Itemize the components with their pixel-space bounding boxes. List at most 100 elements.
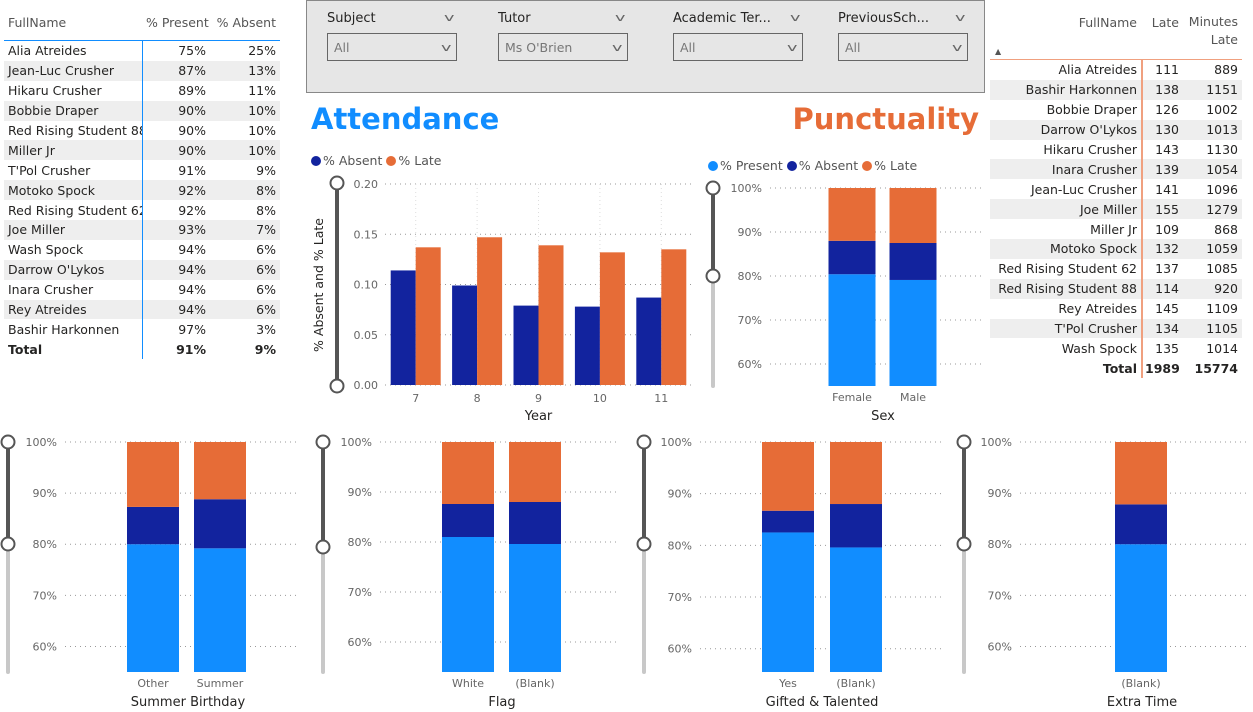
bar-segment-late[interactable] — [194, 442, 246, 500]
bar-segment-absent[interactable] — [889, 243, 937, 280]
bar-late[interactable] — [661, 249, 687, 385]
table-row[interactable]: Wash Spock 94% 6% — [4, 240, 280, 260]
table-row[interactable]: Motoko Spock 132 1059 — [990, 239, 1242, 259]
previous-school-dropdown[interactable]: All v — [838, 33, 968, 61]
table-row[interactable]: Bashir Harkonnen 138 1151 — [990, 79, 1242, 100]
slider-handle-min[interactable] — [315, 539, 331, 555]
table-row[interactable]: Inara Crusher 139 1054 — [990, 159, 1242, 180]
table-row[interactable]: Darrow O'Lykos 130 1013 — [990, 119, 1242, 140]
bar-segment-present[interactable] — [828, 274, 876, 386]
bar-segment-absent[interactable] — [509, 502, 561, 544]
chevron-down-icon[interactable]: v — [955, 11, 966, 24]
col-header-late[interactable]: Late — [1151, 15, 1179, 30]
subject-slicer[interactable]: Subject v All v — [327, 11, 457, 61]
bar-late[interactable] — [415, 247, 441, 385]
bar-segment-absent[interactable] — [830, 504, 882, 548]
chevron-down-icon[interactable]: v — [790, 11, 801, 24]
bar-late[interactable] — [599, 252, 625, 385]
slider-handle-min[interactable] — [329, 378, 345, 394]
slider-handle-max[interactable] — [315, 434, 331, 450]
bar-segment-late[interactable] — [828, 188, 876, 241]
bar-segment-absent[interactable] — [1115, 504, 1167, 545]
bar-segment-present[interactable] — [442, 537, 494, 672]
table-row[interactable]: Bobbie Draper 126 1002 — [990, 100, 1242, 120]
bar-segment-late[interactable] — [1115, 442, 1167, 505]
bar-segment-late[interactable] — [889, 188, 937, 243]
name-cell: Red Rising Student 88 — [998, 281, 1137, 297]
bar-segment-late[interactable] — [442, 442, 494, 504]
slider-handle-max[interactable] — [329, 175, 345, 191]
slider-handle-min[interactable] — [705, 268, 721, 284]
bar-absent[interactable] — [452, 285, 478, 385]
slider-handle-min[interactable] — [0, 536, 16, 552]
name-cell: T'Pol Crusher — [1054, 321, 1137, 337]
bar-segment-late[interactable] — [762, 442, 814, 511]
tutor-dropdown[interactable]: Ms O'Brien v — [498, 33, 628, 61]
bar-segment-absent[interactable] — [762, 510, 814, 533]
legend-absent[interactable]: % Absent — [786, 158, 858, 173]
table-row[interactable]: Red Rising Student 62 92% 8% — [4, 200, 280, 220]
bar-late[interactable] — [477, 237, 503, 385]
slider-handle-max[interactable] — [956, 434, 972, 450]
bar-segment-absent[interactable] — [442, 504, 494, 537]
col-header-absent[interactable]: % Absent — [216, 15, 276, 30]
chevron-down-icon[interactable]: v — [615, 11, 626, 24]
table-row[interactable]: Bobbie Draper 90% 10% — [4, 100, 280, 121]
col-header-fullname[interactable]: FullName — [1078, 15, 1137, 30]
slider-handle-max[interactable] — [636, 434, 652, 450]
col-header-fullname[interactable]: FullName — [8, 15, 67, 30]
table-row[interactable]: T'Pol Crusher 134 1105 — [990, 318, 1242, 339]
bar-segment-present[interactable] — [509, 544, 561, 672]
tutor-slicer[interactable]: Tutor v Ms O'Brien v — [498, 11, 628, 61]
table-row[interactable]: Joe Miller 155 1279 — [990, 199, 1242, 220]
table-row[interactable]: T'Pol Crusher 91% 9% — [4, 160, 280, 180]
bar-segment-present[interactable] — [1115, 544, 1167, 672]
slider-handle-max[interactable] — [705, 180, 721, 196]
table-row[interactable]: Miller Jr 109 868 — [990, 219, 1242, 239]
bar-late[interactable] — [538, 245, 564, 385]
table-row[interactable]: Bashir Harkonnen 97% 3% — [4, 319, 280, 339]
table-row[interactable]: Jean-Luc Crusher 141 1096 — [990, 179, 1242, 199]
academic-term-dropdown[interactable]: All v — [673, 33, 803, 61]
slider-handle-min[interactable] — [636, 536, 652, 552]
bar-segment-present[interactable] — [889, 279, 937, 386]
table-row[interactable]: Alia Atreides 75% 25% — [4, 41, 280, 61]
bar-absent[interactable] — [513, 305, 539, 385]
bar-segment-absent[interactable] — [828, 240, 876, 275]
previous-school-slicer[interactable]: PreviousSch... v All v — [838, 11, 968, 61]
legend-late[interactable]: % Late — [386, 153, 441, 168]
table-row[interactable]: Red Rising Student 88 114 920 — [990, 278, 1242, 299]
slider-handle-min[interactable] — [956, 536, 972, 552]
table-row[interactable]: Red Rising Student 62 137 1085 — [990, 259, 1242, 279]
legend-present[interactable]: % Present — [708, 158, 783, 173]
table-row[interactable]: Red Rising Student 88 90% 10% — [4, 121, 280, 141]
bar-segment-late[interactable] — [830, 442, 882, 505]
bar-absent[interactable] — [390, 270, 416, 385]
col-header-minutes-late[interactable]: Minutes Late — [1188, 14, 1238, 47]
bar-segment-late[interactable] — [509, 442, 561, 502]
slicer-label: PreviousSch... — [838, 11, 929, 26]
chevron-down-icon[interactable]: v — [444, 11, 455, 24]
col-header-present[interactable]: % Present▲ — [142, 15, 210, 30]
bar-segment-absent[interactable] — [194, 499, 246, 549]
subject-dropdown[interactable]: All v — [327, 33, 457, 61]
table-row[interactable]: Wash Spock 135 1014 — [990, 338, 1242, 358]
bar-absent[interactable] — [574, 306, 600, 385]
bar-segment-present[interactable] — [830, 547, 882, 672]
bar-absent[interactable] — [636, 297, 662, 385]
academic-term-slicer[interactable]: Academic Ter... v All v — [673, 11, 803, 61]
table-row[interactable]: Hikaru Crusher 89% 11% — [4, 81, 280, 101]
bar-segment-late[interactable] — [127, 442, 179, 507]
bar-segment-present[interactable] — [127, 544, 179, 672]
bar-segment-present[interactable] — [194, 548, 246, 672]
slider-handle-max[interactable] — [0, 434, 16, 450]
table-row[interactable]: Rey Atreides 145 1109 — [990, 299, 1242, 319]
legend-late[interactable]: % Late — [862, 158, 917, 173]
bar-segment-absent[interactable] — [127, 506, 179, 545]
table-row[interactable]: Miller Jr 90% 10% — [4, 140, 280, 161]
table-row[interactable]: Alia Atreides 111 889 — [990, 60, 1242, 80]
table-row[interactable]: Hikaru Crusher 143 1130 — [990, 140, 1242, 160]
bar-segment-present[interactable] — [762, 532, 814, 672]
legend-absent[interactable]: % Absent — [311, 153, 382, 168]
table-row[interactable]: Inara Crusher 94% 6% — [4, 280, 280, 300]
